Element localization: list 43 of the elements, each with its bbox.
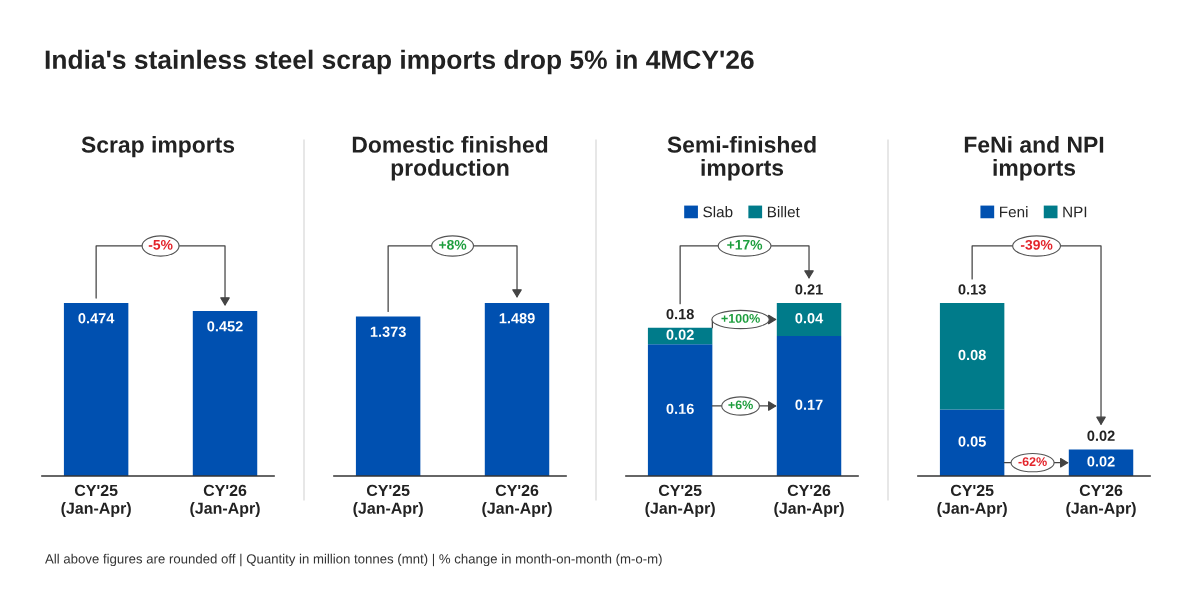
x-tick-label: CY'25 (Jan-Apr) [353,484,423,518]
text: All above figures are rounded off | Quantity in million tonnes (mnt) | % change in month-on-month (m-o-m) [45,553,662,567]
legend-label: Feni [1000,206,1028,218]
x-tick-label: CY'26 (Jan-Apr) [190,484,260,518]
bar [776,335,842,476]
x-tick-label: CY'25 (Jan-Apr) [61,484,131,518]
data-label: 0.04 [795,313,824,324]
x-tick-label: CY'26 (Jan-Apr) [774,484,844,518]
annotation: +8% [439,239,467,250]
annotation: -5% [148,239,173,250]
data-label: 0.02 [666,329,694,340]
legend-label: NPI [1063,206,1087,218]
chart-title: Scrap imports [81,136,235,158]
data-label: 0.05 [958,436,986,447]
x-tick-label: CY'25 (Jan-Apr) [937,484,1007,518]
data-label: 0.08 [958,349,986,361]
total-label: 0.21 [795,284,823,295]
text: -39% [1020,239,1053,250]
legend-label: Slab [703,206,733,218]
chart-title: Semi-finished imports [667,136,816,181]
total-label: 0.02 [1087,430,1115,441]
total-label: 0.13 [958,284,986,295]
data-label: 0.474 [78,313,115,324]
chart-title: FeNi and NPI imports [964,136,1104,181]
x-tick-label: CY'26 (Jan-Apr) [1066,484,1136,518]
x-tick-label: CY'25 (Jan-Apr) [645,484,715,518]
chart-title: Domestic finished production [352,136,548,181]
text: India's stainless steel scrap imports drop 5% in 4MCY'26 [45,49,754,75]
data-label: 0.16 [666,403,694,415]
annotation: -62% [1018,457,1047,467]
data-label: 0.02 [1087,456,1115,467]
annotation: +6% [728,400,753,410]
data-label: 1.373 [370,326,406,337]
data-label: 0.17 [795,399,823,410]
annotation: +100% [721,313,760,323]
data-label: 1.489 [499,313,535,324]
text: +17% [727,239,763,250]
total-label: 0.18 [666,308,694,320]
x-tick-label: CY'26 (Jan-Apr) [482,484,552,518]
bar [647,344,713,476]
legend-label: Billet [767,206,800,218]
bar [776,303,842,336]
data-label: 0.452 [207,321,243,332]
